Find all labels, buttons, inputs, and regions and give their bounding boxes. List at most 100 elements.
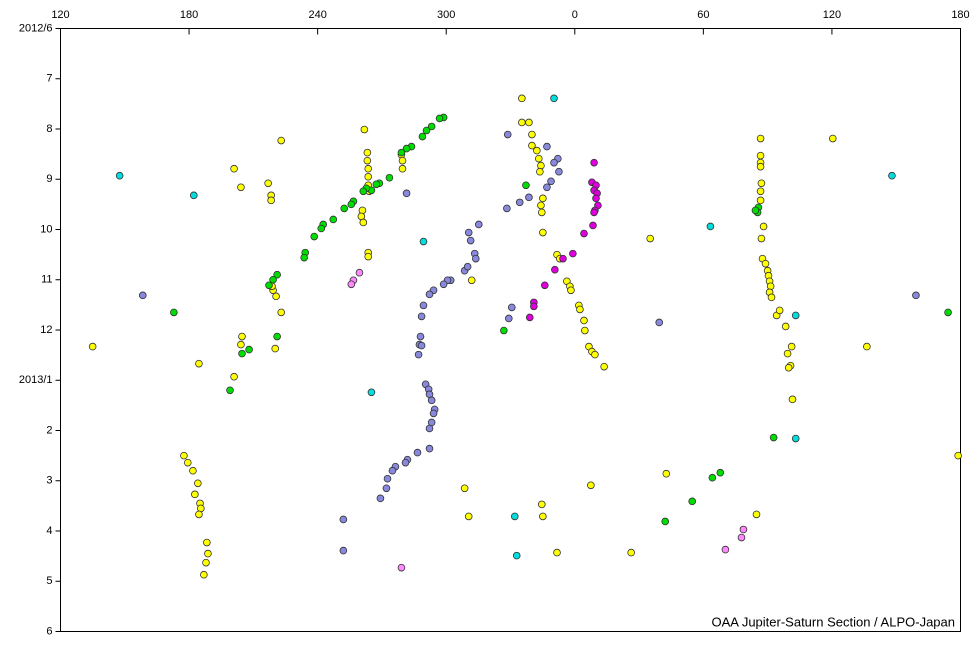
point [567, 286, 575, 295]
point [138, 291, 147, 300]
point [413, 448, 422, 457]
point [195, 510, 203, 519]
point [339, 546, 348, 555]
x-tick-label: 60 [697, 9, 709, 21]
point [191, 490, 199, 499]
point [300, 253, 308, 262]
point [688, 497, 697, 506]
point [591, 350, 599, 359]
point [329, 215, 338, 224]
point [759, 222, 768, 231]
point [518, 94, 526, 103]
point [539, 228, 547, 237]
point [347, 280, 356, 289]
point [706, 222, 715, 231]
point [435, 114, 444, 123]
point [466, 236, 475, 245]
point [627, 548, 635, 557]
point [183, 458, 192, 467]
point [590, 158, 598, 167]
point [580, 229, 588, 238]
point [264, 179, 272, 188]
point [203, 538, 211, 547]
x-tick-label: 180 [180, 9, 198, 21]
y-tick-label: 11 [41, 274, 52, 286]
point [592, 194, 600, 203]
point [417, 312, 426, 321]
point [528, 130, 536, 139]
point [507, 303, 516, 312]
point [569, 249, 577, 258]
point [589, 221, 597, 230]
point [376, 494, 385, 503]
point [757, 234, 766, 243]
point [277, 308, 286, 317]
point [340, 204, 349, 213]
point [398, 156, 407, 165]
point [537, 500, 546, 509]
point [271, 344, 280, 353]
point [359, 187, 368, 196]
point [530, 302, 538, 311]
point [419, 301, 428, 310]
point [551, 265, 559, 274]
point [474, 220, 483, 229]
point [783, 349, 792, 358]
point [277, 136, 286, 145]
point [539, 512, 547, 521]
point [401, 458, 410, 467]
point [358, 206, 367, 215]
y-tick-label: 3 [46, 475, 52, 487]
point [537, 208, 546, 217]
point [580, 316, 588, 325]
point [238, 332, 246, 341]
point [828, 134, 837, 143]
plot-frame [60, 28, 961, 632]
credit: OAA Jupiter-Saturn Section / ALPO-Japan [711, 614, 955, 629]
point [414, 350, 423, 359]
point [425, 290, 434, 299]
point [547, 177, 555, 186]
point [539, 194, 547, 203]
point [581, 326, 589, 335]
point [419, 237, 428, 246]
point [439, 280, 448, 289]
point [756, 151, 765, 160]
point [471, 254, 480, 263]
point [237, 183, 245, 192]
point [757, 179, 766, 188]
point [360, 125, 369, 134]
point [510, 512, 519, 521]
point [751, 206, 760, 215]
point [525, 313, 534, 322]
point [536, 167, 544, 176]
point [194, 479, 202, 488]
point [716, 468, 725, 477]
point [383, 474, 392, 483]
point [503, 130, 512, 139]
point [363, 148, 372, 157]
y-tick-label: 2012/6 [19, 22, 53, 34]
point [888, 171, 896, 180]
point [272, 292, 280, 301]
x-tick-label: 240 [308, 9, 326, 21]
point [273, 270, 281, 279]
x-tick-label: 180 [951, 9, 969, 21]
point [273, 332, 281, 341]
point [528, 141, 536, 150]
point [425, 424, 434, 433]
point [245, 345, 253, 354]
point [708, 473, 717, 482]
point [944, 308, 952, 317]
point [310, 232, 319, 241]
point [537, 201, 545, 210]
point [787, 342, 796, 351]
point [784, 363, 793, 372]
point [555, 167, 563, 176]
y-tick-label: 6 [46, 625, 52, 637]
point [587, 481, 595, 490]
y-tick-label: 9 [46, 173, 52, 185]
point [464, 512, 473, 521]
